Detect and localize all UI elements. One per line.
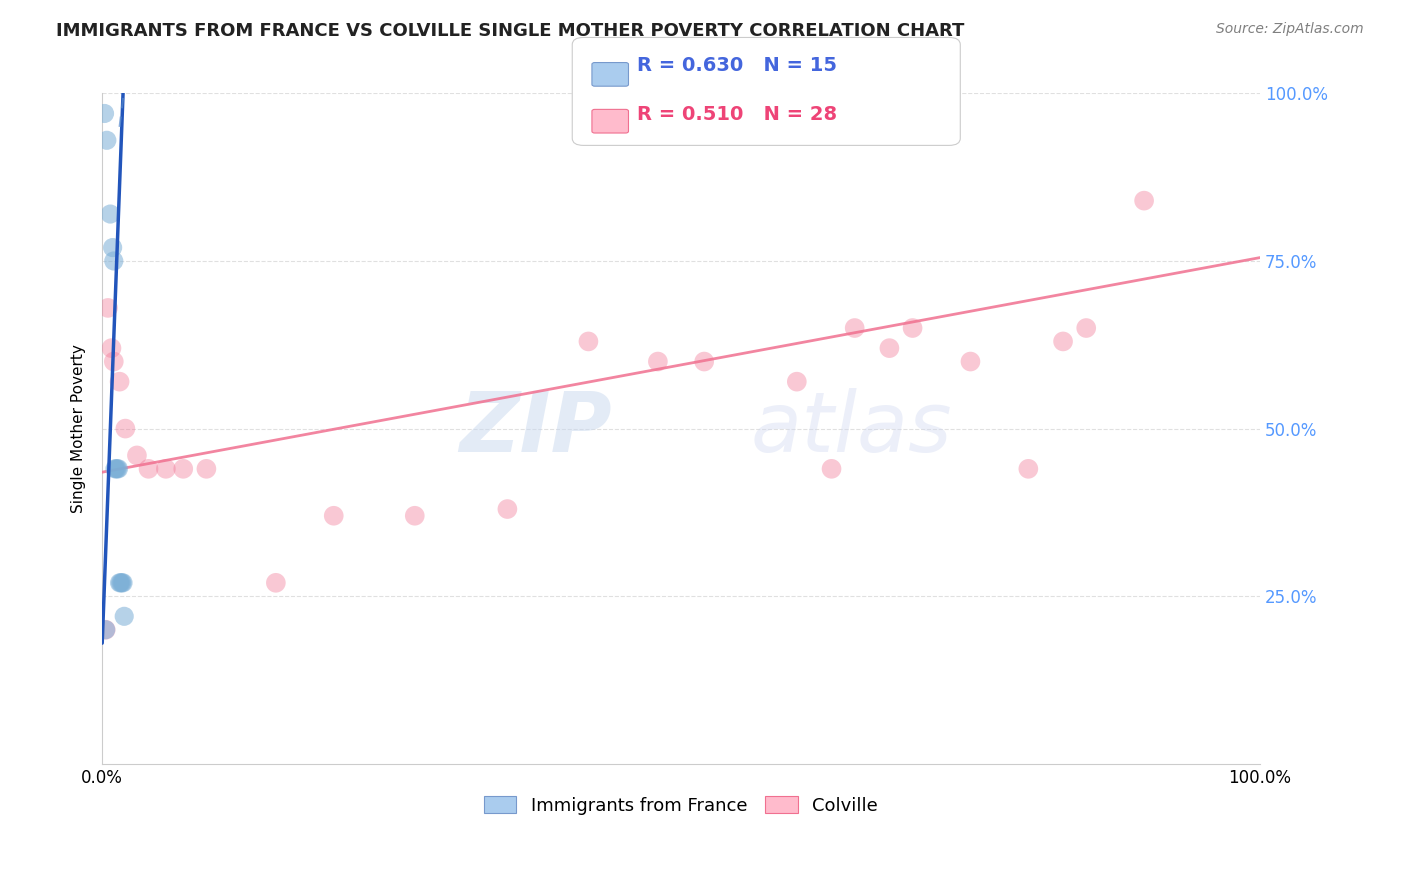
Point: [647, 354, 669, 368]
Point: [101, 241, 124, 255]
Point: [108, 375, 131, 389]
Point: [107, 462, 129, 476]
Point: [138, 462, 160, 476]
Point: [94, 623, 117, 637]
Point: [97, 301, 120, 315]
Point: [112, 609, 135, 624]
Point: [111, 575, 134, 590]
Point: [98, 207, 121, 221]
Point: [1052, 334, 1074, 349]
Point: [322, 508, 344, 523]
Point: [959, 354, 981, 368]
Point: [496, 502, 519, 516]
Point: [693, 354, 716, 368]
Point: [112, 575, 135, 590]
Point: [1076, 321, 1098, 335]
Point: [110, 575, 132, 590]
Point: [1017, 462, 1039, 476]
Legend: Immigrants from France, Colville: Immigrants from France, Colville: [477, 789, 886, 822]
Point: [195, 462, 218, 476]
Point: [172, 462, 194, 476]
Point: [125, 449, 148, 463]
Point: [93, 106, 115, 120]
Text: IMMIGRANTS FROM FRANCE VS COLVILLE SINGLE MOTHER POVERTY CORRELATION CHART: IMMIGRANTS FROM FRANCE VS COLVILLE SINGL…: [56, 22, 965, 40]
Point: [104, 462, 127, 476]
Point: [879, 341, 901, 355]
Text: Source: ZipAtlas.com: Source: ZipAtlas.com: [1216, 22, 1364, 37]
Y-axis label: Single Mother Poverty: Single Mother Poverty: [72, 344, 86, 513]
Point: [578, 334, 600, 349]
Text: R = 0.510   N = 28: R = 0.510 N = 28: [637, 105, 837, 124]
Point: [94, 623, 117, 637]
Point: [103, 354, 125, 368]
Point: [155, 462, 177, 476]
Point: [786, 375, 808, 389]
Text: R = 0.630   N = 15: R = 0.630 N = 15: [637, 56, 837, 75]
Text: atlas: atlas: [751, 388, 952, 469]
Point: [404, 508, 426, 523]
Point: [108, 575, 131, 590]
Point: [1133, 194, 1156, 208]
Point: [103, 254, 125, 268]
Point: [844, 321, 866, 335]
Point: [264, 575, 287, 590]
Point: [105, 462, 128, 476]
Point: [820, 462, 842, 476]
Point: [100, 341, 122, 355]
Point: [114, 421, 136, 435]
Point: [901, 321, 924, 335]
Text: ZIP: ZIP: [458, 388, 612, 469]
Point: [105, 462, 128, 476]
Point: [96, 133, 118, 147]
